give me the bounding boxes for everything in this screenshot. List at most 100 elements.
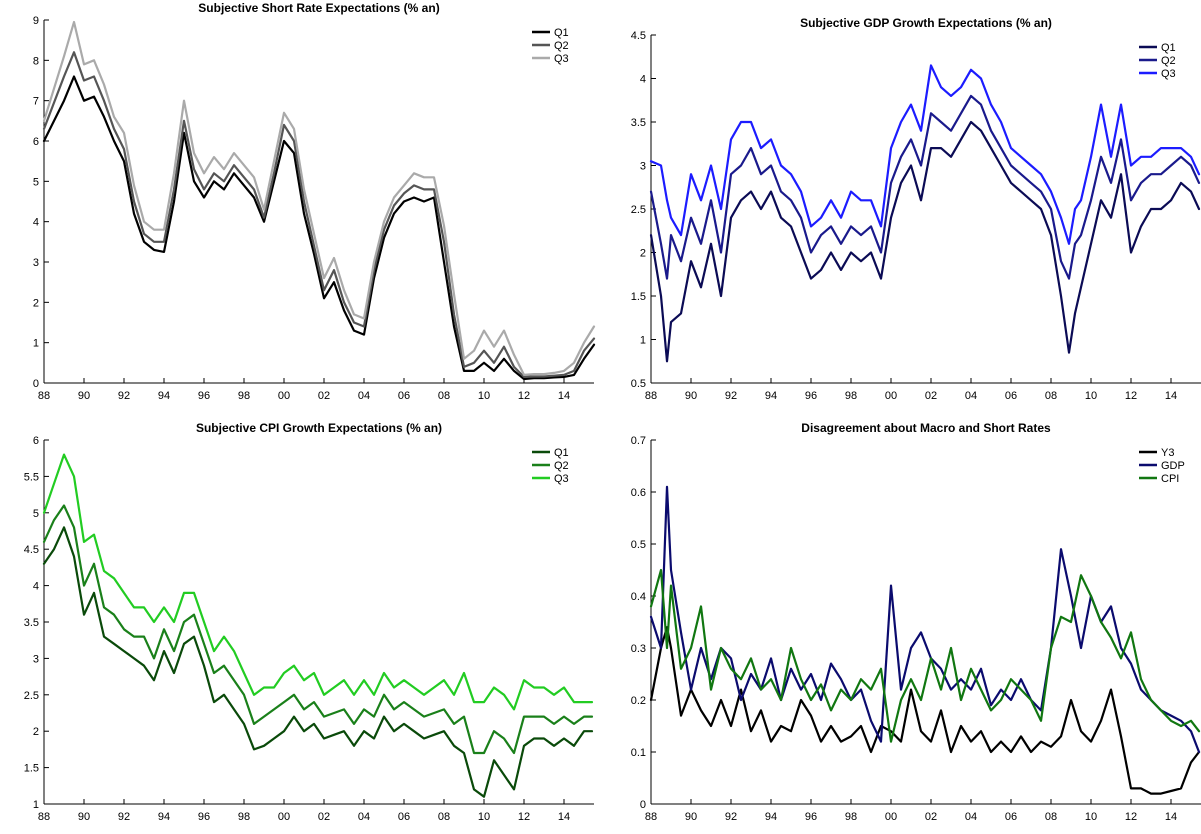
legend-label-gdp: GDP <box>1161 460 1185 472</box>
y-tick-label: 4 <box>33 581 39 593</box>
x-tick-label: 94 <box>158 390 170 402</box>
x-tick-label: 02 <box>925 811 937 823</box>
x-tick-label: 96 <box>198 390 210 402</box>
chart-title: Subjective CPI Growth Expectations (% an… <box>196 421 442 435</box>
x-tick-label: 94 <box>765 811 777 823</box>
x-tick-label: 06 <box>1005 811 1017 823</box>
chart-panel-3: Subjective CPI Growth Expectations (% an… <box>24 421 594 823</box>
x-tick-label: 12 <box>518 390 530 402</box>
legend-label-y3: Y3 <box>1161 447 1174 459</box>
y-tick-label: 4.5 <box>24 544 39 556</box>
x-tick-label: 00 <box>885 811 897 823</box>
chart-panel-4: Disagreement about Macro and Short Rates… <box>631 421 1201 823</box>
x-tick-label: 08 <box>1045 811 1057 823</box>
x-tick-label: 14 <box>558 811 570 823</box>
x-tick-label: 14 <box>1165 811 1177 823</box>
series-line-q2 <box>42 51 596 378</box>
y-tick-label: 1 <box>33 799 39 811</box>
y-tick-label: 3 <box>33 257 39 269</box>
series-line-q1 <box>42 75 596 381</box>
y-tick-label: 2 <box>33 297 39 309</box>
y-tick-label: 7 <box>33 96 39 108</box>
series-line-q3 <box>42 20 596 376</box>
y-tick-label: 1.5 <box>631 291 646 303</box>
y-tick-label: 0.1 <box>631 747 646 759</box>
chart-title: Disagreement about Macro and Short Rates <box>801 421 1051 435</box>
legend-label-q1: Q1 <box>554 447 569 459</box>
x-tick-label: 92 <box>118 811 130 823</box>
x-tick-label: 96 <box>198 811 210 823</box>
x-tick-label: 96 <box>805 811 817 823</box>
y-tick-label: 0.4 <box>631 591 646 603</box>
y-tick-label: 6 <box>33 136 39 148</box>
x-tick-label: 06 <box>398 390 410 402</box>
x-tick-label: 00 <box>278 811 290 823</box>
x-tick-label: 88 <box>645 390 657 402</box>
y-tick-label: 0.6 <box>631 487 646 499</box>
chart-title: Subjective Short Rate Expectations (% an… <box>198 1 439 15</box>
chart-panel-1: Subjective Short Rate Expectations (% an… <box>33 1 596 402</box>
legend-label-cpi: CPI <box>1161 473 1179 485</box>
x-tick-label: 98 <box>845 811 857 823</box>
y-tick-label: 2 <box>33 726 39 738</box>
y-tick-label: 5.5 <box>24 471 39 483</box>
series-line-q1 <box>649 120 1201 363</box>
y-tick-label: 1.5 <box>24 763 39 775</box>
x-tick-label: 10 <box>478 811 490 823</box>
legend-label-q2: Q2 <box>1161 55 1176 67</box>
y-tick-label: 6 <box>33 435 39 447</box>
y-tick-label: 0.5 <box>631 378 646 390</box>
y-tick-label: 4 <box>640 74 646 86</box>
y-tick-label: 2.5 <box>631 204 646 216</box>
y-tick-label: 8 <box>33 55 39 67</box>
x-tick-label: 02 <box>318 390 330 402</box>
x-tick-label: 00 <box>885 390 897 402</box>
x-tick-label: 10 <box>1085 390 1097 402</box>
x-tick-label: 98 <box>238 390 250 402</box>
x-tick-label: 90 <box>685 811 697 823</box>
chart-panel-2: Subjective GDP Growth Expectations (% an… <box>631 16 1201 402</box>
x-tick-label: 08 <box>438 390 450 402</box>
y-tick-label: 3 <box>640 161 646 173</box>
legend-label-q1: Q1 <box>1161 42 1176 54</box>
legend-label-q2: Q2 <box>554 40 569 52</box>
y-tick-label: 0.5 <box>631 539 646 551</box>
y-tick-label: 2.5 <box>24 690 39 702</box>
chart-title: Subjective GDP Growth Expectations (% an… <box>800 16 1052 30</box>
x-tick-label: 88 <box>38 811 50 823</box>
x-tick-label: 14 <box>558 390 570 402</box>
y-tick-label: 3 <box>33 653 39 665</box>
y-tick-label: 5 <box>33 176 39 188</box>
x-tick-label: 12 <box>1125 390 1137 402</box>
x-tick-label: 02 <box>318 811 330 823</box>
x-tick-label: 14 <box>1165 390 1177 402</box>
series-line-q3 <box>42 453 594 711</box>
y-tick-label: 3.5 <box>24 617 39 629</box>
y-tick-label: 1 <box>640 335 646 347</box>
legend-label-q3: Q3 <box>554 473 569 485</box>
x-tick-label: 06 <box>1005 390 1017 402</box>
x-tick-label: 92 <box>725 390 737 402</box>
x-tick-label: 06 <box>398 811 410 823</box>
x-tick-label: 90 <box>78 390 90 402</box>
y-tick-label: 0.3 <box>631 643 646 655</box>
series-line-q1 <box>42 526 594 798</box>
x-tick-label: 98 <box>238 811 250 823</box>
x-tick-label: 92 <box>118 390 130 402</box>
series-line-q3 <box>649 64 1201 245</box>
x-tick-label: 94 <box>765 390 777 402</box>
x-tick-label: 12 <box>518 811 530 823</box>
y-tick-label: 9 <box>33 15 39 27</box>
series-line-y3 <box>649 626 1201 795</box>
x-tick-label: 04 <box>358 811 370 823</box>
legend-label-q2: Q2 <box>554 460 569 472</box>
series-line-q2 <box>649 94 1201 280</box>
y-tick-label: 2 <box>640 248 646 260</box>
x-tick-label: 96 <box>805 390 817 402</box>
x-tick-label: 10 <box>478 390 490 402</box>
y-tick-label: 0 <box>33 378 39 390</box>
x-tick-label: 88 <box>38 390 50 402</box>
x-tick-label: 00 <box>278 390 290 402</box>
legend-label-q1: Q1 <box>554 27 569 39</box>
